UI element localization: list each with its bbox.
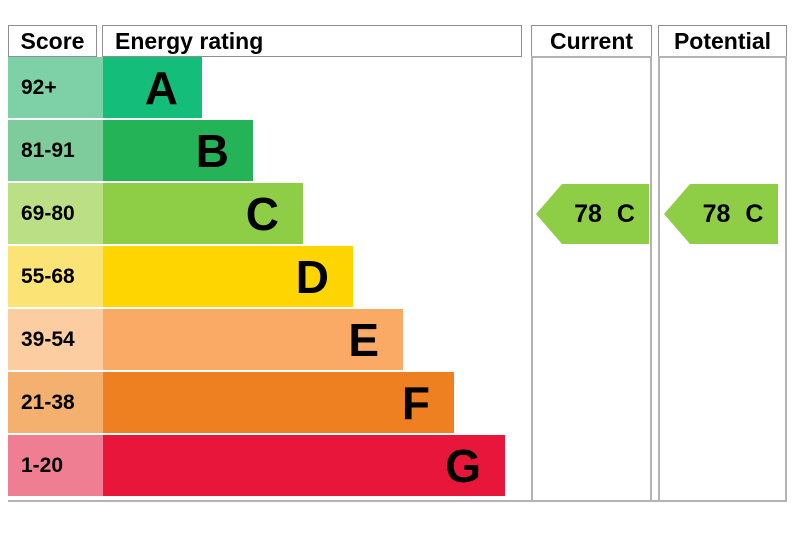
current-column [531,56,652,502]
band-letter: G [445,439,481,492]
potential-header: Potential [658,25,787,57]
band-row-a: 92+ A [8,57,788,120]
band-letter: E [348,313,379,366]
potential-rating-arrow: 78 C [664,184,778,244]
potential-rating-score: 78 [702,199,731,228]
band-range-label: 1-20 [8,435,103,496]
band-range-label: 39-54 [8,309,103,370]
band-range-label: 69-80 [8,183,103,244]
band-range-label: 81-91 [8,120,103,181]
band-row-b: 81-91 B [8,120,788,183]
current-rating-arrow: 78 C [536,184,649,244]
current-rating-letter: C [616,199,635,228]
current-header: Current [531,25,652,57]
band-letter: B [195,124,229,177]
band-letter: C [245,187,279,240]
band-bar: A [103,57,202,118]
band-row-c: 69-80 C [8,183,788,246]
band-letter: F [401,376,430,429]
score-header: Score [8,25,97,57]
band-row-f: 21-38 F [8,372,788,435]
band-letter: D [295,250,329,303]
band-bar: D [103,246,353,307]
potential-column [658,56,787,502]
energy-rating-header: Energy rating [102,25,522,57]
band-bar: C [103,183,303,244]
potential-rating-letter: C [745,199,764,228]
band-bar: G [103,435,505,496]
band-row-g: 1-20 G [8,435,788,498]
band-bar: E [103,309,403,370]
band-row-e: 39-54 E [8,309,788,372]
current-rating-score: 78 [574,199,602,228]
band-letter: A [144,61,178,114]
band-bar: F [103,372,454,433]
band-range-label: 21-38 [8,372,103,433]
band-range-label: 92+ [8,57,103,118]
band-range-label: 55-68 [8,246,103,307]
band-bar: B [103,120,253,181]
chart-bottom-border [8,500,787,502]
band-row-d: 55-68 D [8,246,788,309]
